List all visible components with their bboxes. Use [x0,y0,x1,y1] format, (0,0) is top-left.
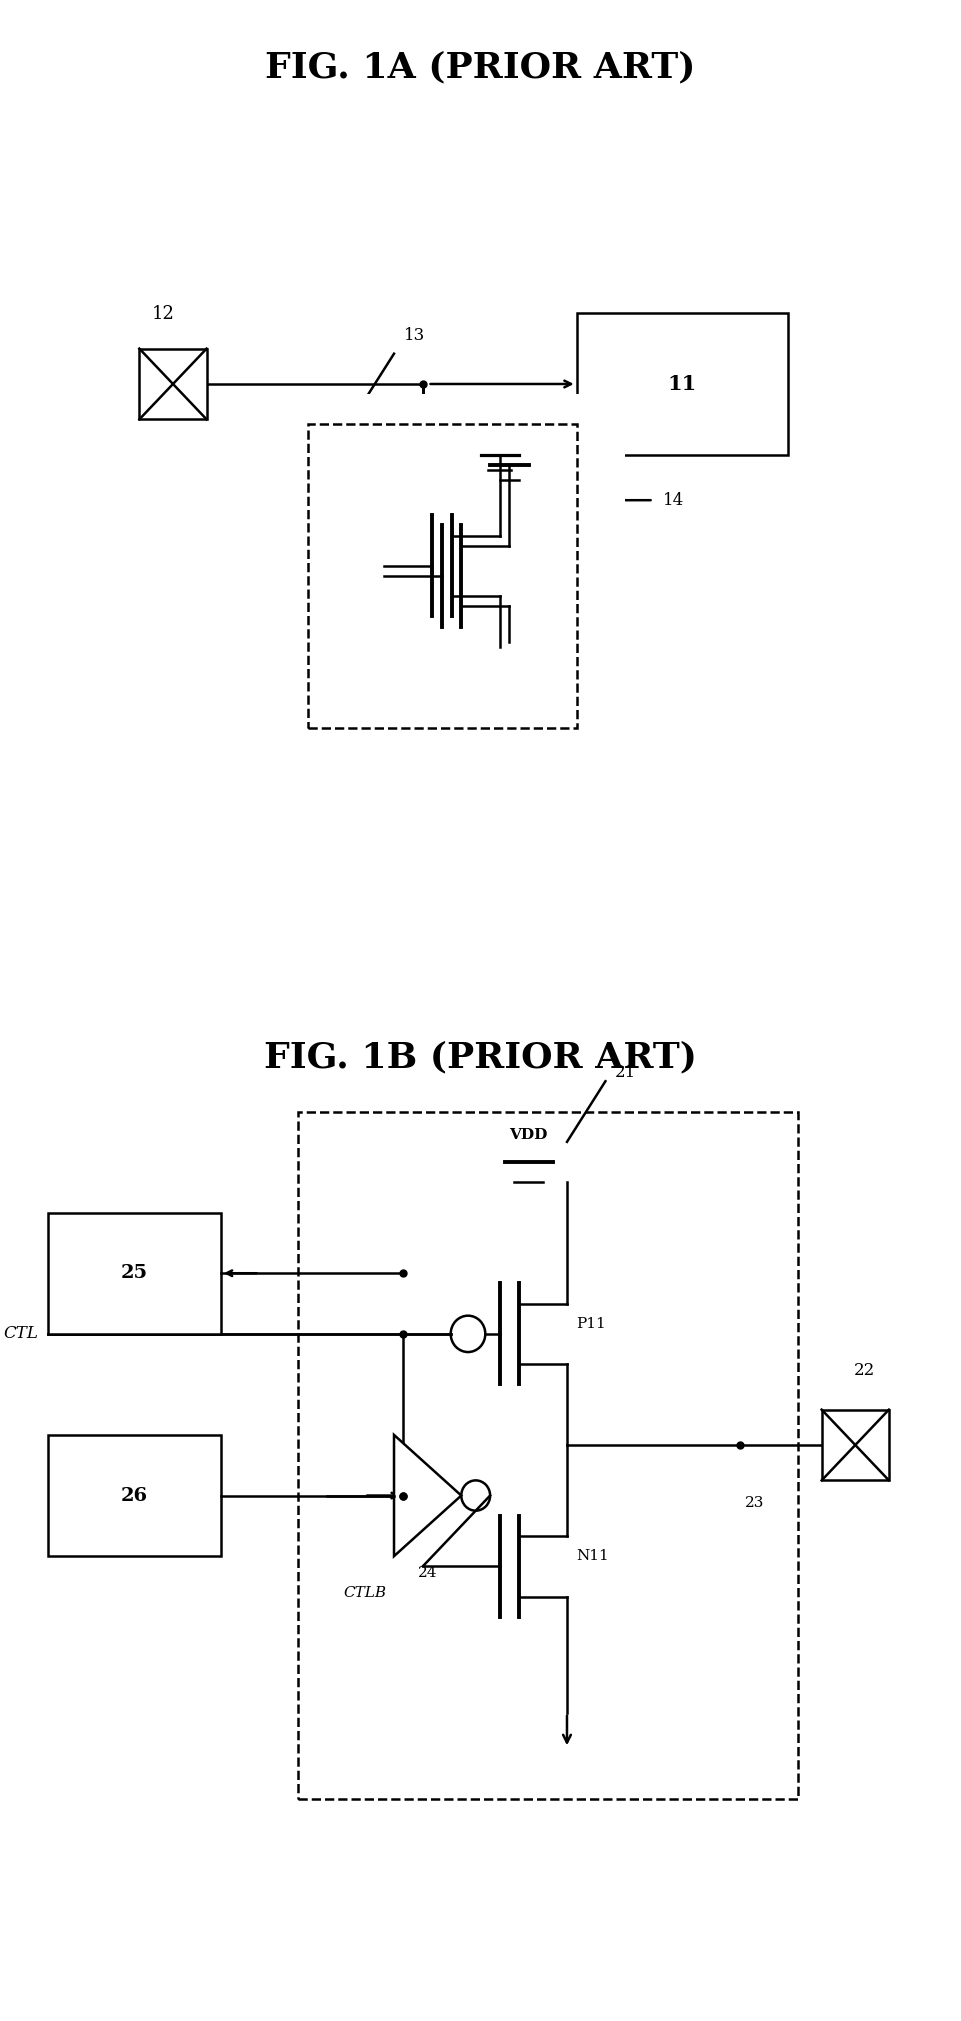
Text: 11: 11 [668,374,697,394]
Text: 14: 14 [663,491,684,509]
Bar [48,1213,221,1334]
Text: VDD: VDD [490,437,529,451]
Text: 12: 12 [152,305,175,323]
Bar [308,424,577,728]
Text: VDD: VDD [480,426,519,441]
Text: 22: 22 [854,1362,875,1378]
Text: N11: N11 [577,1550,609,1562]
Text: P11: P11 [577,1318,606,1330]
Bar [308,424,577,728]
Polygon shape [394,1435,461,1556]
Text: FIG. 1B (PRIOR ART): FIG. 1B (PRIOR ART) [264,1041,697,1075]
Text: 23: 23 [745,1496,764,1510]
Bar [298,1112,798,1799]
Text: FIG. 1A (PRIOR ART): FIG. 1A (PRIOR ART) [265,51,696,85]
Text: 26: 26 [121,1487,148,1504]
Text: N1: N1 [322,558,347,574]
Bar [48,1435,221,1556]
Text: 24: 24 [418,1566,437,1580]
Text: N1: N1 [327,548,352,564]
Text: CTLB: CTLB [344,1586,386,1601]
Bar [822,1411,889,1479]
Text: VDD: VDD [509,1128,548,1142]
Bar [577,313,788,455]
Bar [139,348,207,418]
Text: 25: 25 [121,1265,148,1281]
Text: 21: 21 [615,1065,636,1081]
Bar [288,394,625,748]
Text: 13: 13 [404,327,425,344]
Text: CTL: CTL [4,1326,38,1342]
